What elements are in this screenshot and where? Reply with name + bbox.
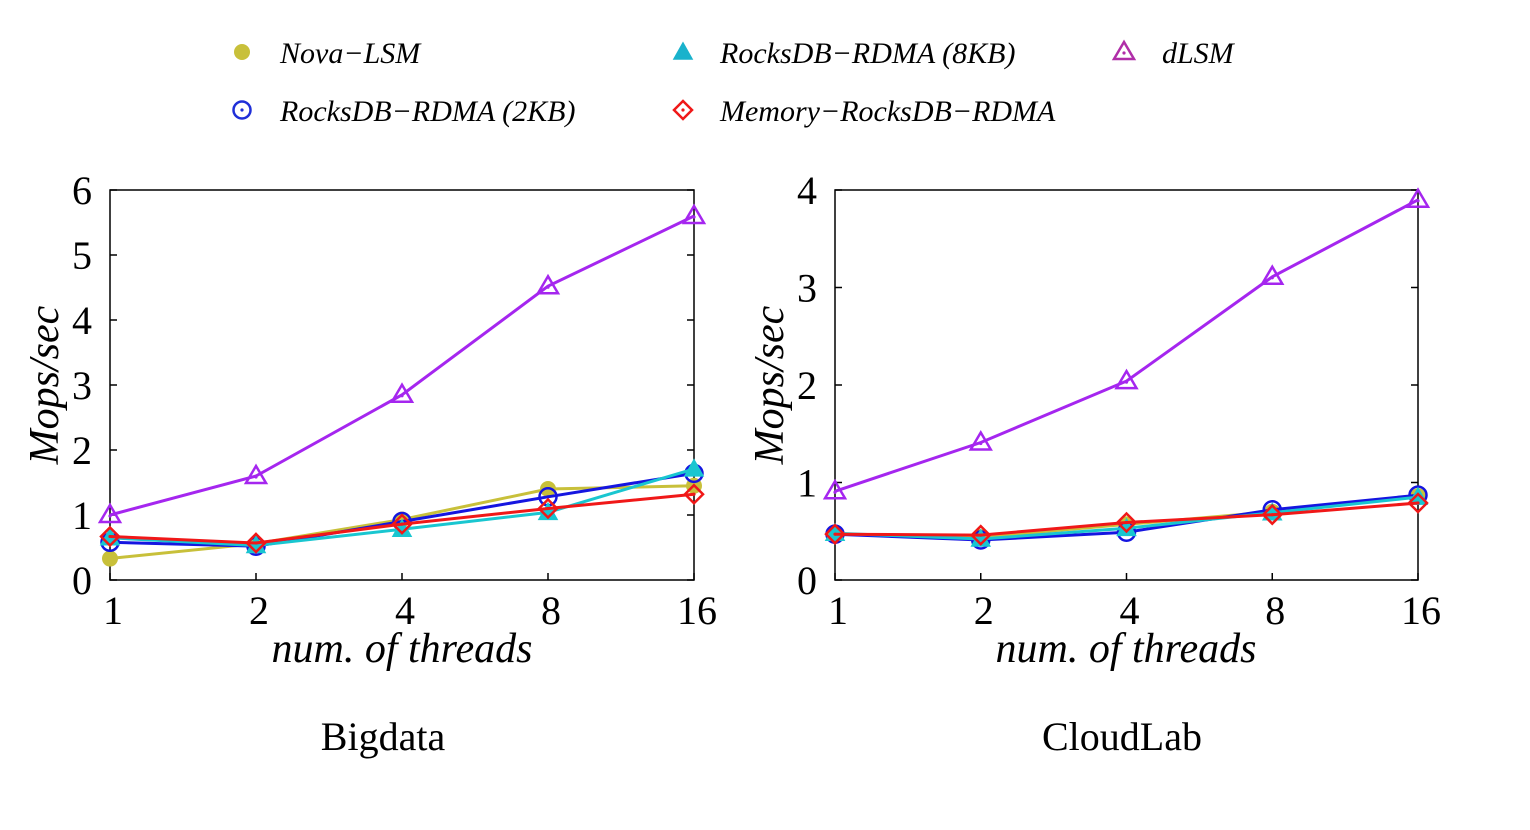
data-point-mem	[1407, 492, 1429, 514]
x-tick-label: 1	[828, 588, 848, 633]
legend-label-dlsm: dLSM	[1162, 37, 1236, 70]
y-tick-label: 6	[72, 168, 92, 213]
x-tick-label: 1	[103, 588, 123, 633]
data-point-nova	[102, 550, 118, 567]
y-tick-label: 2	[797, 363, 817, 408]
y-axis-title: Mops/sec	[747, 305, 793, 465]
legend-marker-nova	[234, 44, 250, 60]
data-point-r8	[683, 458, 705, 477]
legend-item-r2: RocksDB−RDMA (2KB)	[232, 95, 575, 128]
legend-marker-dlsm	[1111, 39, 1137, 61]
data-point-dlsm	[822, 478, 848, 500]
legend-marker-r8	[672, 41, 694, 60]
data-point-mem	[391, 513, 413, 535]
panel-caption: Bigdata	[321, 714, 446, 759]
y-axis-title: Mops/sec	[22, 305, 68, 465]
panel-caption: CloudLab	[1042, 714, 1202, 759]
data-point-dlsm	[97, 502, 123, 524]
y-tick-label: 0	[797, 558, 817, 603]
legend-label-nova: Nova−LSM	[279, 37, 422, 70]
x-axis-title: num. of threads	[996, 626, 1257, 672]
data-point-mem	[1115, 511, 1138, 534]
legend-label-r2: RocksDB−RDMA (2KB)	[279, 95, 575, 128]
legend: Nova−LSM RocksDB−RDMA (8KB) dLSM RocksDB−RD…	[232, 37, 1236, 128]
y-tick-label: 4	[797, 168, 817, 213]
series-line-dlsm	[109, 214, 695, 517]
data-point-mem	[537, 497, 559, 520]
data-point-dlsm	[968, 430, 993, 451]
x-tick-label: 4	[1120, 588, 1140, 633]
data-point-mem	[1261, 503, 1284, 526]
x-tick-label: 16	[1401, 588, 1441, 633]
data-point-r8	[824, 522, 846, 541]
data-point-dlsm	[1260, 264, 1285, 286]
data-point-dlsm	[681, 203, 707, 225]
series-dlsm	[822, 187, 1431, 500]
y-tick-label: 3	[797, 266, 817, 311]
legend-item-nova: Nova−LSM	[234, 37, 422, 70]
legend-marker-mem	[672, 99, 694, 121]
x-tick-label: 8	[541, 588, 561, 633]
legend-item-r8: RocksDB−RDMA (8KB)	[672, 37, 1015, 70]
x-axis-title: num. of threads	[272, 626, 533, 672]
series-dlsm	[97, 203, 707, 524]
legend-item-dlsm: dLSM	[1111, 37, 1236, 70]
x-tick-label: 16	[677, 588, 717, 633]
x-tick-label: 2	[974, 588, 994, 633]
legend-marker-r2	[232, 100, 252, 120]
x-tick-label: 4	[395, 588, 415, 633]
legend-label-r8: RocksDB−RDMA (8KB)	[719, 37, 1015, 70]
data-point-dlsm	[535, 273, 561, 295]
data-point-dlsm	[1114, 368, 1139, 390]
data-point-mem	[99, 525, 121, 548]
data-point-mem	[969, 524, 992, 546]
y-tick-label: 4	[72, 298, 92, 343]
series-mem	[824, 492, 1429, 546]
data-point-mem	[245, 532, 267, 554]
y-tick-label: 1	[72, 493, 92, 538]
legend-item-mem: Memory−RocksDB−RDMA	[672, 95, 1056, 128]
y-tick-label: 2	[72, 428, 92, 473]
data-point-dlsm	[1405, 187, 1431, 208]
data-point-dlsm	[389, 382, 415, 403]
x-tick-label: 2	[249, 588, 269, 633]
y-tick-label: 3	[72, 363, 92, 408]
data-point-mem	[683, 483, 705, 505]
data-point-dlsm	[243, 463, 269, 485]
series-line-dlsm	[834, 198, 1419, 493]
series-mem	[99, 483, 705, 554]
y-tick-label: 0	[72, 558, 92, 603]
legend-label-mem: Memory−RocksDB−RDMA	[719, 95, 1056, 128]
y-tick-label: 5	[72, 233, 92, 278]
x-tick-label: 8	[1265, 588, 1285, 633]
data-point-mem	[824, 523, 846, 545]
y-tick-label: 1	[797, 461, 817, 506]
